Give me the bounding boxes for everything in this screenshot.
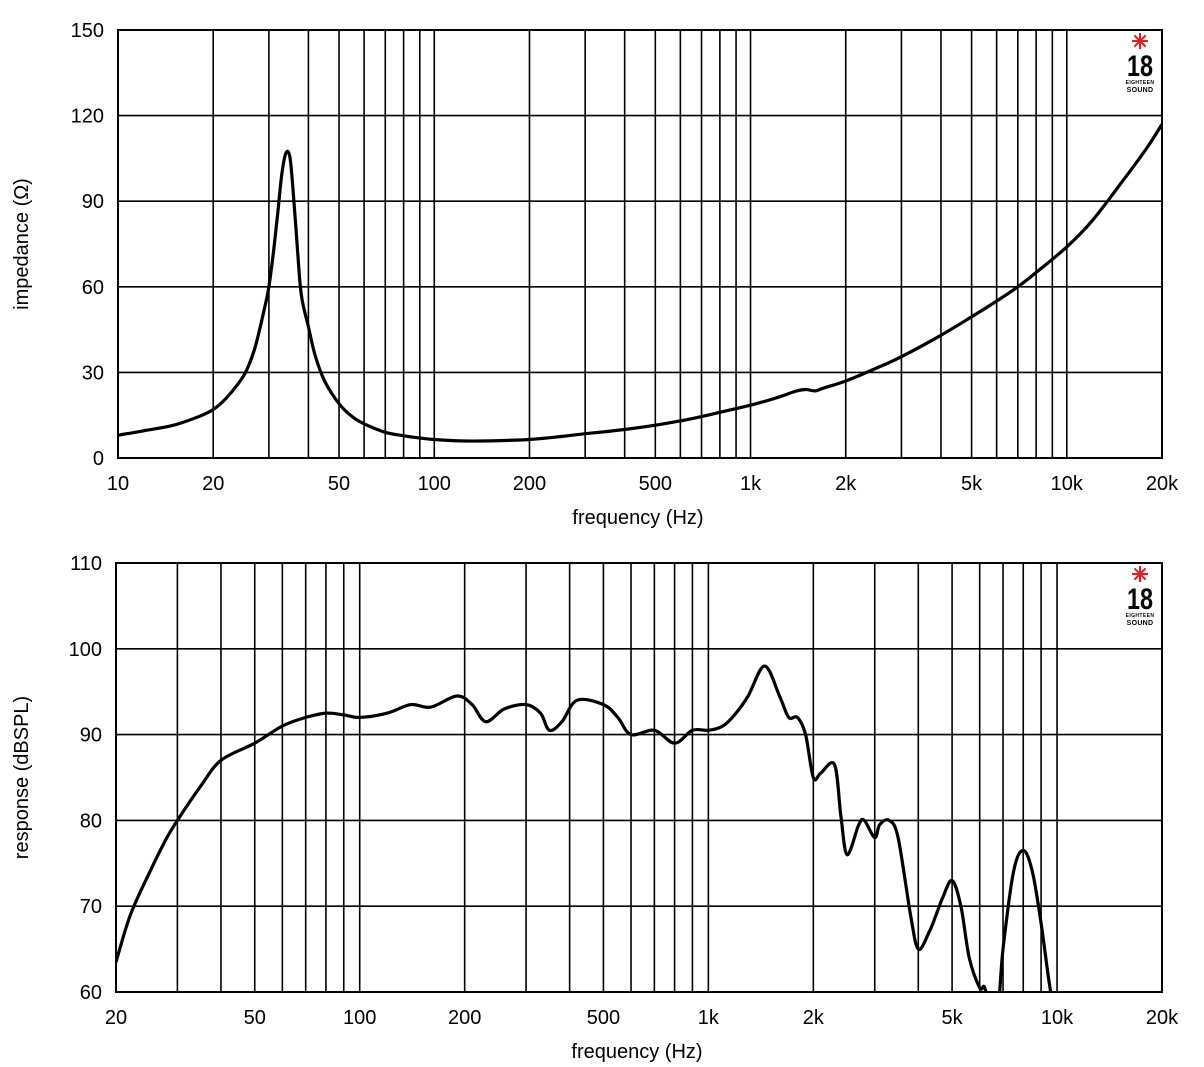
y-tick-label: 90 — [80, 725, 102, 747]
x-tick-label: 10k — [1041, 1007, 1074, 1029]
logo-caption-1: EIGHTEEN — [1126, 80, 1155, 86]
y-tick-label: 110 — [70, 553, 102, 575]
chart-1: 10 20 50 100 200 500 1k 2k 5k 10k 20k 0 30 60 90 120 150… — [11, 20, 1179, 529]
star-icon — [1132, 33, 1148, 49]
x-tick-label: 50 — [328, 473, 350, 495]
logo-caption-1: EIGHTEEN — [1126, 613, 1155, 619]
x-tick-label: 5k — [961, 473, 983, 495]
x-tick-label: 5k — [942, 1007, 964, 1029]
grid — [118, 30, 1162, 458]
x-tick-label: 20 — [105, 1007, 127, 1029]
y-tick-label: 60 — [80, 982, 102, 1004]
y-tick-label: 120 — [71, 106, 104, 128]
x-tick-label: 100 — [418, 473, 451, 495]
series-line — [118, 123, 1162, 443]
x-tick-label: 1k — [740, 473, 762, 495]
chart-2: 20 50 100 200 500 1k 2k 5k 10k 20k 60 70 80 90 100 110 f… — [11, 553, 1179, 1063]
y-tick-label: 90 — [82, 191, 104, 213]
y-tick-label: 80 — [80, 810, 102, 832]
y-tick-label: 60 — [82, 277, 104, 299]
x-tick-label: 2k — [835, 473, 857, 495]
x-tick-label: 50 — [244, 1007, 266, 1029]
y-tick-label: 100 — [69, 639, 102, 661]
logo-number: 18 — [1127, 49, 1153, 82]
y-tick-label: 150 — [71, 20, 104, 42]
x-tick-label: 500 — [587, 1007, 620, 1029]
x-tick-label: 200 — [513, 473, 546, 495]
logo-number: 18 — [1127, 582, 1153, 615]
y-tick-label: 0 — [93, 448, 104, 470]
x-tick-label: 10k — [1051, 473, 1084, 495]
logo-caption-2: SOUND — [1127, 620, 1154, 627]
logo-caption-2: SOUND — [1127, 87, 1154, 94]
x-tick-label: 20k — [1146, 1007, 1179, 1029]
y-axis-label: impedance (Ω) — [11, 178, 33, 310]
x-tick-label: 200 — [448, 1007, 481, 1029]
y-tick-label: 70 — [80, 896, 102, 918]
series-line — [116, 664, 1053, 992]
plot-frame — [117, 29, 1163, 459]
x-tick-label: 20 — [202, 473, 224, 495]
x-tick-label: 1k — [698, 1007, 720, 1029]
y-tick-label: 30 — [82, 362, 104, 384]
x-tick-label: 2k — [803, 1007, 825, 1029]
x-tick-label: 500 — [639, 473, 672, 495]
x-axis-label: frequency (Hz) — [571, 1041, 702, 1063]
x-tick-label: 100 — [343, 1007, 376, 1029]
plot-frame — [115, 562, 1163, 993]
x-tick-label: 20k — [1146, 473, 1179, 495]
star-icon — [1132, 566, 1148, 582]
y-axis-label: response (dBSPL) — [11, 696, 33, 859]
x-tick-label: 10 — [107, 473, 129, 495]
x-axis-label: frequency (Hz) — [572, 507, 703, 529]
